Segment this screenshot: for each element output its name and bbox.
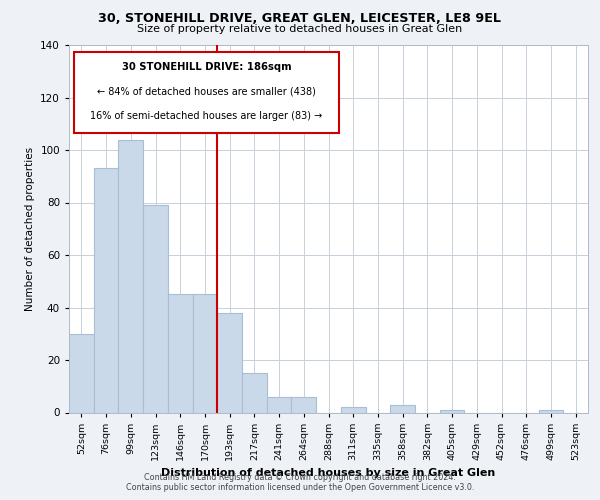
Text: Contains HM Land Registry data © Crown copyright and database right 2024.: Contains HM Land Registry data © Crown c… (144, 472, 456, 482)
Bar (118, 140, 143, 412)
Text: ← 84% of detached houses are smaller (438): ← 84% of detached houses are smaller (43… (97, 86, 316, 96)
Bar (143, 205, 168, 412)
Bar (217, 313, 242, 412)
Text: 30 STONEHILL DRIVE: 186sqm: 30 STONEHILL DRIVE: 186sqm (122, 62, 292, 72)
Bar (94, 168, 118, 412)
Bar (539, 410, 563, 412)
Bar (168, 294, 193, 412)
Text: Size of property relative to detached houses in Great Glen: Size of property relative to detached ho… (137, 24, 463, 34)
Bar (69, 334, 94, 412)
Bar (242, 373, 267, 412)
Bar (292, 397, 316, 412)
FancyBboxPatch shape (74, 52, 339, 133)
Bar (341, 407, 365, 412)
Y-axis label: Number of detached properties: Number of detached properties (25, 146, 35, 311)
Text: 16% of semi-detached houses are larger (83) →: 16% of semi-detached houses are larger (… (91, 110, 323, 120)
Bar (267, 397, 292, 412)
Bar (440, 410, 464, 412)
Text: Contains public sector information licensed under the Open Government Licence v3: Contains public sector information licen… (126, 482, 474, 492)
X-axis label: Distribution of detached houses by size in Great Glen: Distribution of detached houses by size … (161, 468, 496, 478)
Bar (193, 294, 217, 412)
Text: 30, STONEHILL DRIVE, GREAT GLEN, LEICESTER, LE8 9EL: 30, STONEHILL DRIVE, GREAT GLEN, LEICEST… (98, 12, 502, 26)
Bar (390, 404, 415, 412)
